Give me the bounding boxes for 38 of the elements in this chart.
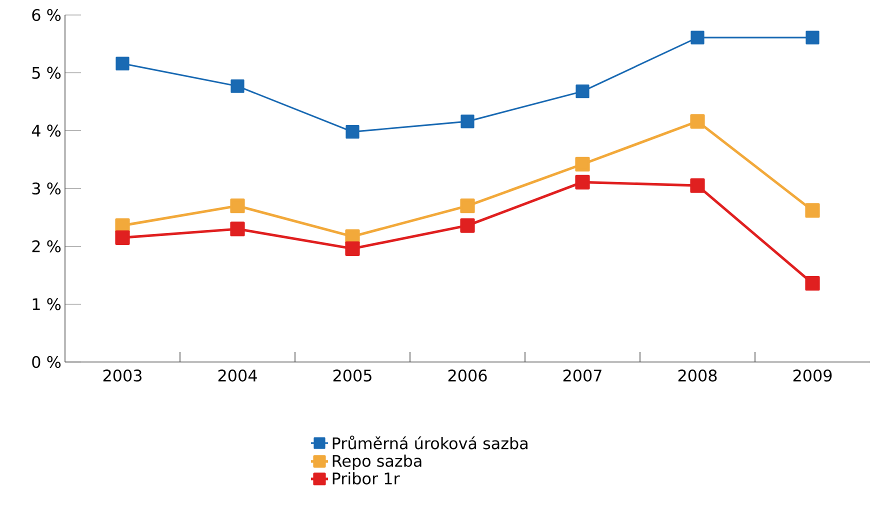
x-tick-label: 2005 [333,370,372,382]
legend-label: Pribor 1r [332,472,400,485]
point [230,222,245,236]
y-tick-label: 0 % [32,356,61,368]
point [576,84,590,98]
point [230,198,245,214]
point [345,241,360,256]
x-tick-label: 2007 [563,370,602,382]
point [345,229,360,244]
point [690,178,705,193]
point [115,218,130,233]
point [460,114,474,128]
point [116,56,130,70]
x-tick-label: 2008 [678,370,717,382]
y-tick-label: 2 % [32,240,61,252]
point [805,276,820,291]
point [230,79,244,93]
x-tick-label: 2004 [218,370,257,382]
y-tick-label: 1 % [32,298,61,310]
x-tick-label: 2009 [793,370,832,382]
x-tick-label: 2003 [103,370,142,382]
point [690,30,704,44]
y-tick-label: 5 % [32,66,61,79]
y-tick-label: 3 % [32,182,61,195]
legend-label: Průměrná úroková sazba [332,436,528,450]
point [805,203,820,218]
point [460,218,475,233]
point [346,125,360,139]
point [806,30,820,44]
x-tick-label: 2006 [448,370,487,382]
y-tick-label: 4 % [32,124,61,137]
point [575,174,590,190]
point [575,156,590,172]
point [460,198,475,214]
point [690,114,705,129]
legend-label: Repo sazba [332,454,422,470]
y-tick-label: 6 % [32,8,61,22]
point [115,230,130,245]
